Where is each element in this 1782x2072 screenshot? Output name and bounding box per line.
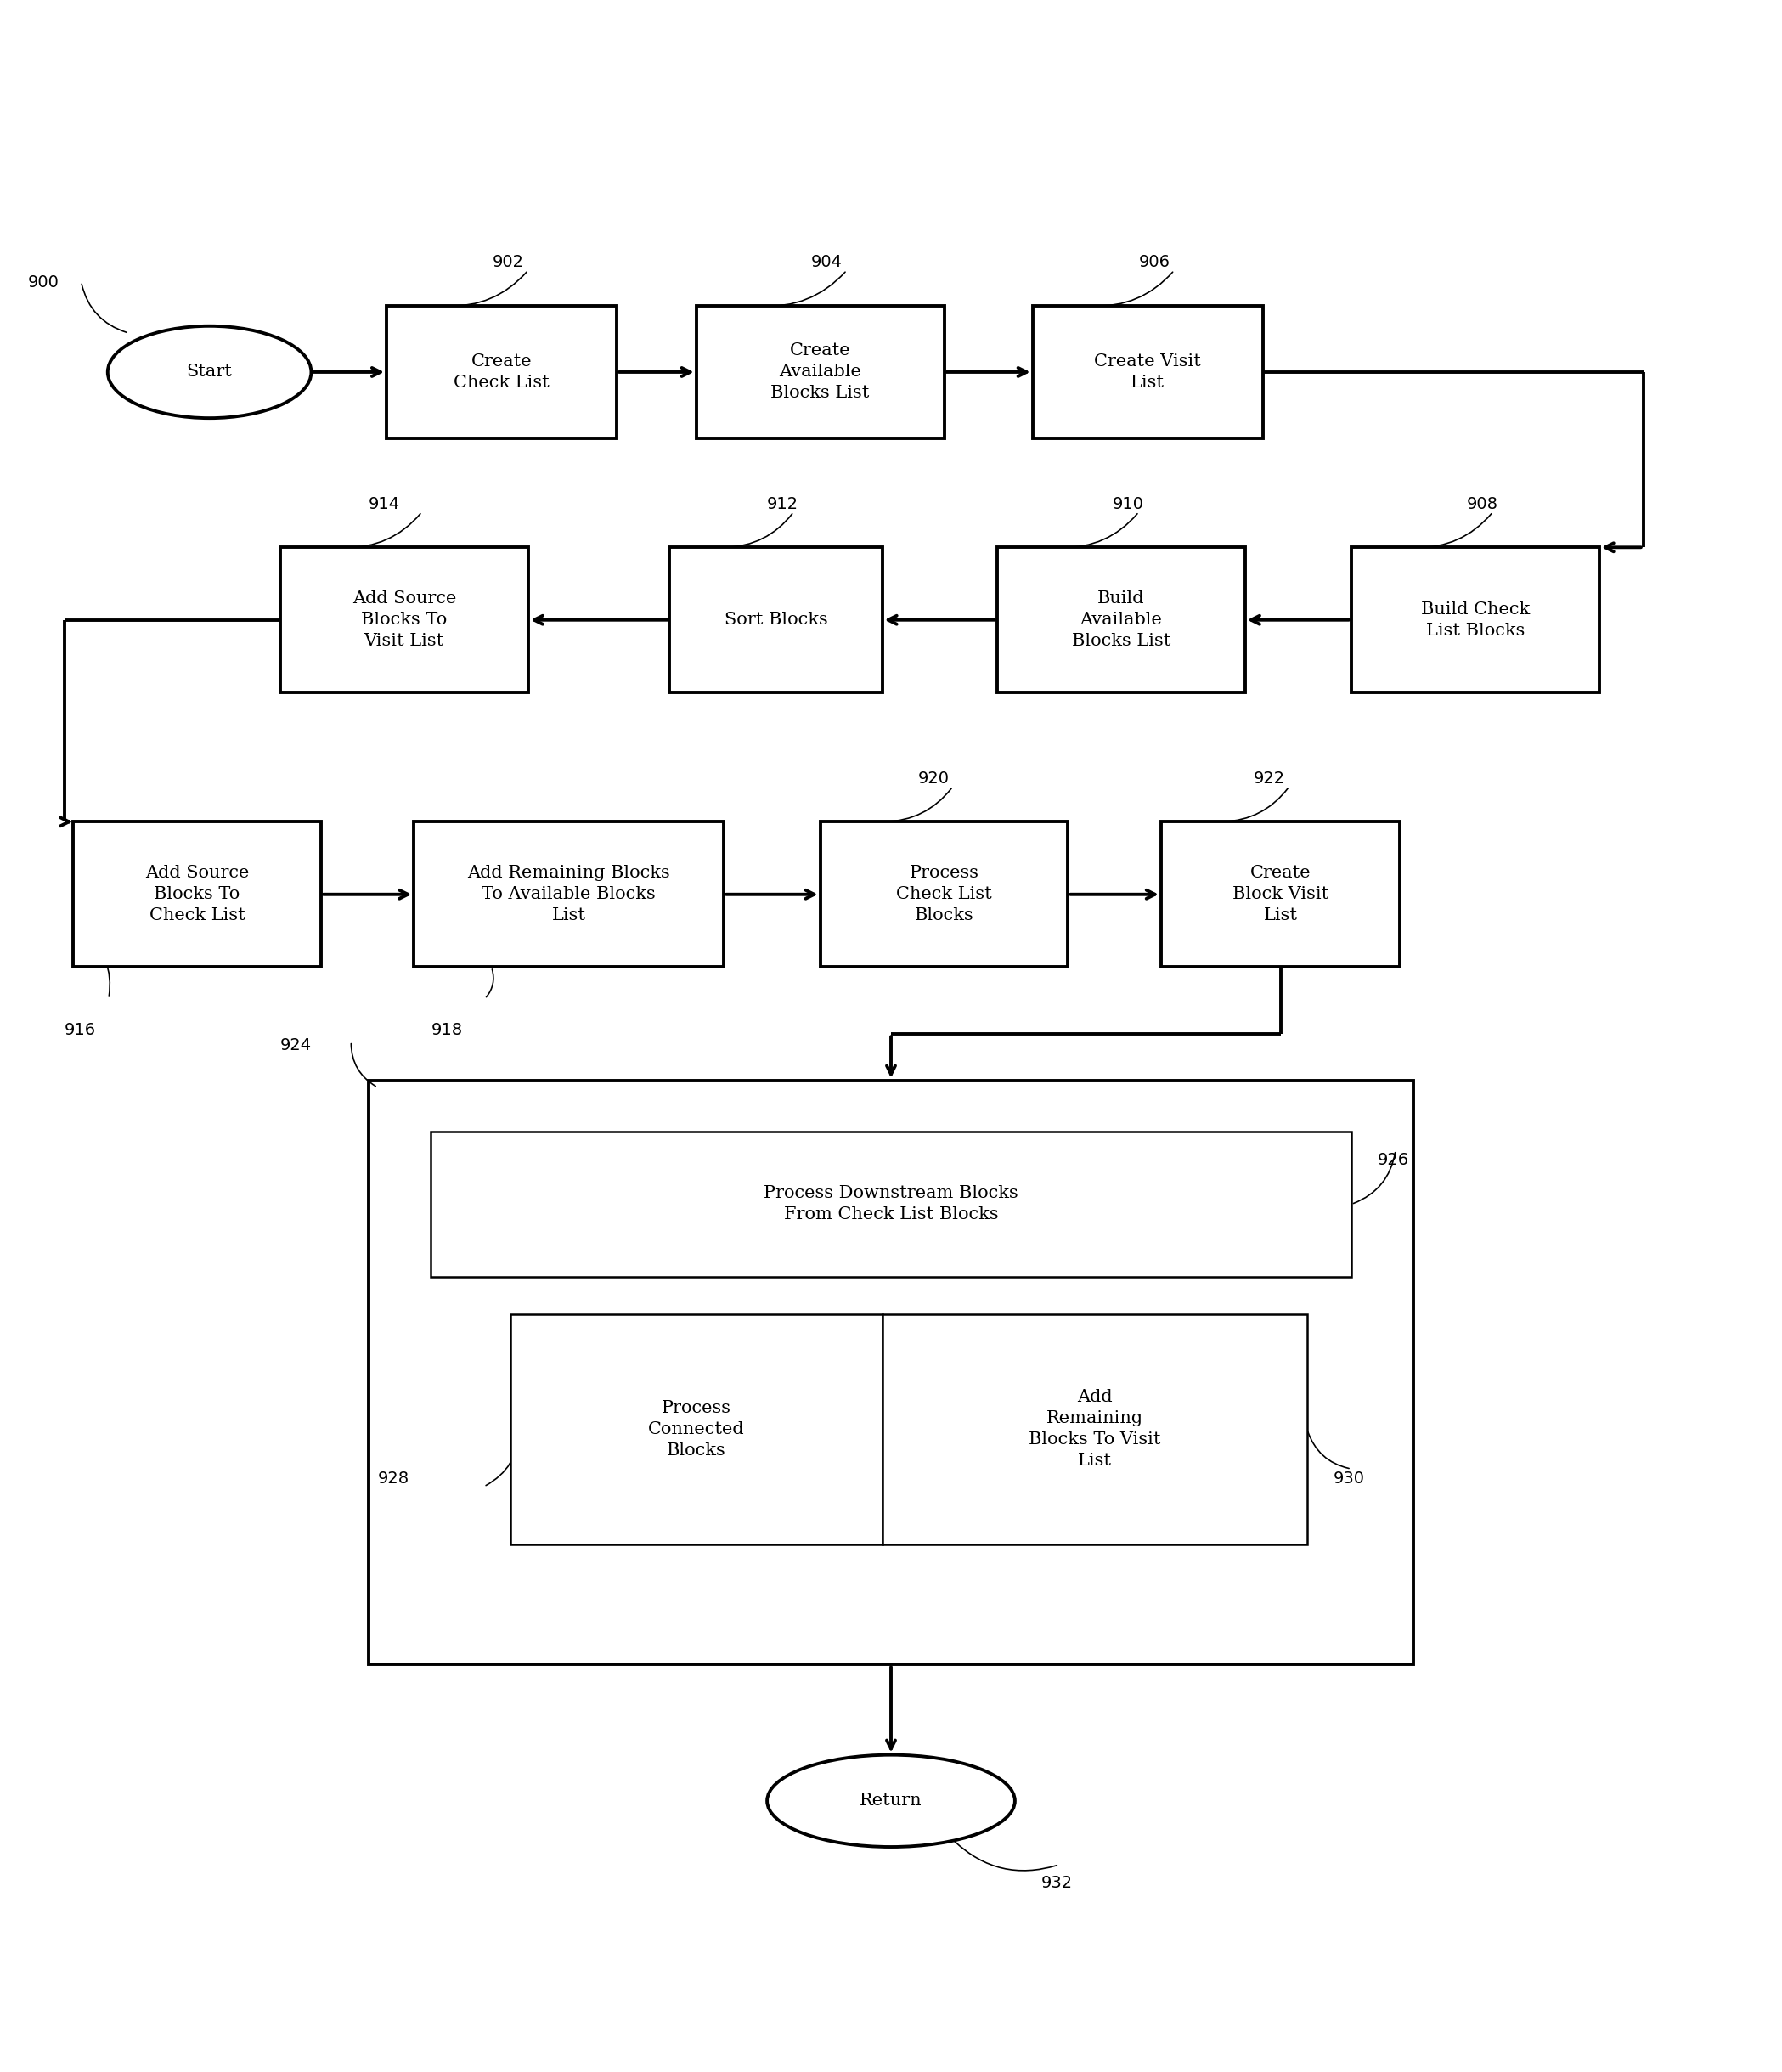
Text: 910: 910 (1112, 495, 1144, 512)
FancyBboxPatch shape (431, 1131, 1351, 1276)
Text: Add Source
Blocks To
Visit List: Add Source Blocks To Visit List (353, 591, 456, 649)
Text: 930: 930 (1333, 1471, 1365, 1486)
Text: Return: Return (859, 1792, 923, 1809)
Text: 906: 906 (1139, 255, 1171, 269)
Text: Process Downstream Blocks
From Check List Blocks: Process Downstream Blocks From Check Lis… (764, 1185, 1018, 1222)
FancyBboxPatch shape (820, 823, 1067, 968)
FancyBboxPatch shape (1160, 823, 1401, 968)
Text: 904: 904 (811, 255, 843, 269)
Ellipse shape (766, 1755, 1016, 1846)
Text: Create
Block Visit
List: Create Block Visit List (1233, 864, 1329, 924)
FancyBboxPatch shape (670, 547, 882, 692)
Text: 926: 926 (1377, 1152, 1410, 1169)
FancyBboxPatch shape (413, 823, 723, 968)
Ellipse shape (107, 325, 312, 419)
FancyBboxPatch shape (697, 307, 944, 439)
Text: Process
Connected
Blocks: Process Connected Blocks (649, 1401, 745, 1459)
Text: Create
Available
Blocks List: Create Available Blocks List (772, 342, 870, 402)
Text: 932: 932 (1041, 1875, 1073, 1892)
Text: Create
Check List: Create Check List (454, 354, 549, 392)
Text: 928: 928 (378, 1471, 410, 1486)
FancyBboxPatch shape (1351, 547, 1598, 692)
Text: 914: 914 (369, 495, 401, 512)
Text: Create Visit
List: Create Visit List (1094, 354, 1201, 392)
Text: Add
Remaining
Blocks To Visit
List: Add Remaining Blocks To Visit List (1028, 1388, 1160, 1469)
Text: 916: 916 (64, 1021, 96, 1038)
Text: 922: 922 (1255, 771, 1285, 787)
Text: Process
Check List
Blocks: Process Check List Blocks (896, 864, 993, 924)
FancyBboxPatch shape (510, 1314, 882, 1544)
Text: 912: 912 (766, 495, 798, 512)
FancyBboxPatch shape (1032, 307, 1263, 439)
Text: 902: 902 (492, 255, 524, 269)
Text: Add Source
Blocks To
Check List: Add Source Blocks To Check List (144, 864, 249, 924)
Text: 918: 918 (431, 1021, 463, 1038)
Text: 908: 908 (1467, 495, 1497, 512)
Text: Add Remaining Blocks
To Available Blocks
List: Add Remaining Blocks To Available Blocks… (467, 864, 670, 924)
FancyBboxPatch shape (998, 547, 1246, 692)
Text: Build
Available
Blocks List: Build Available Blocks List (1071, 591, 1171, 649)
Text: 900: 900 (29, 274, 59, 290)
Text: Sort Blocks: Sort Blocks (723, 611, 827, 628)
FancyBboxPatch shape (882, 1314, 1306, 1544)
FancyBboxPatch shape (369, 1080, 1413, 1664)
FancyBboxPatch shape (280, 547, 527, 692)
Text: Build Check
List Blocks: Build Check List Blocks (1420, 601, 1529, 638)
FancyBboxPatch shape (73, 823, 321, 968)
Text: Start: Start (187, 365, 232, 379)
Text: 924: 924 (280, 1038, 312, 1055)
FancyBboxPatch shape (387, 307, 617, 439)
Text: 920: 920 (918, 771, 950, 787)
